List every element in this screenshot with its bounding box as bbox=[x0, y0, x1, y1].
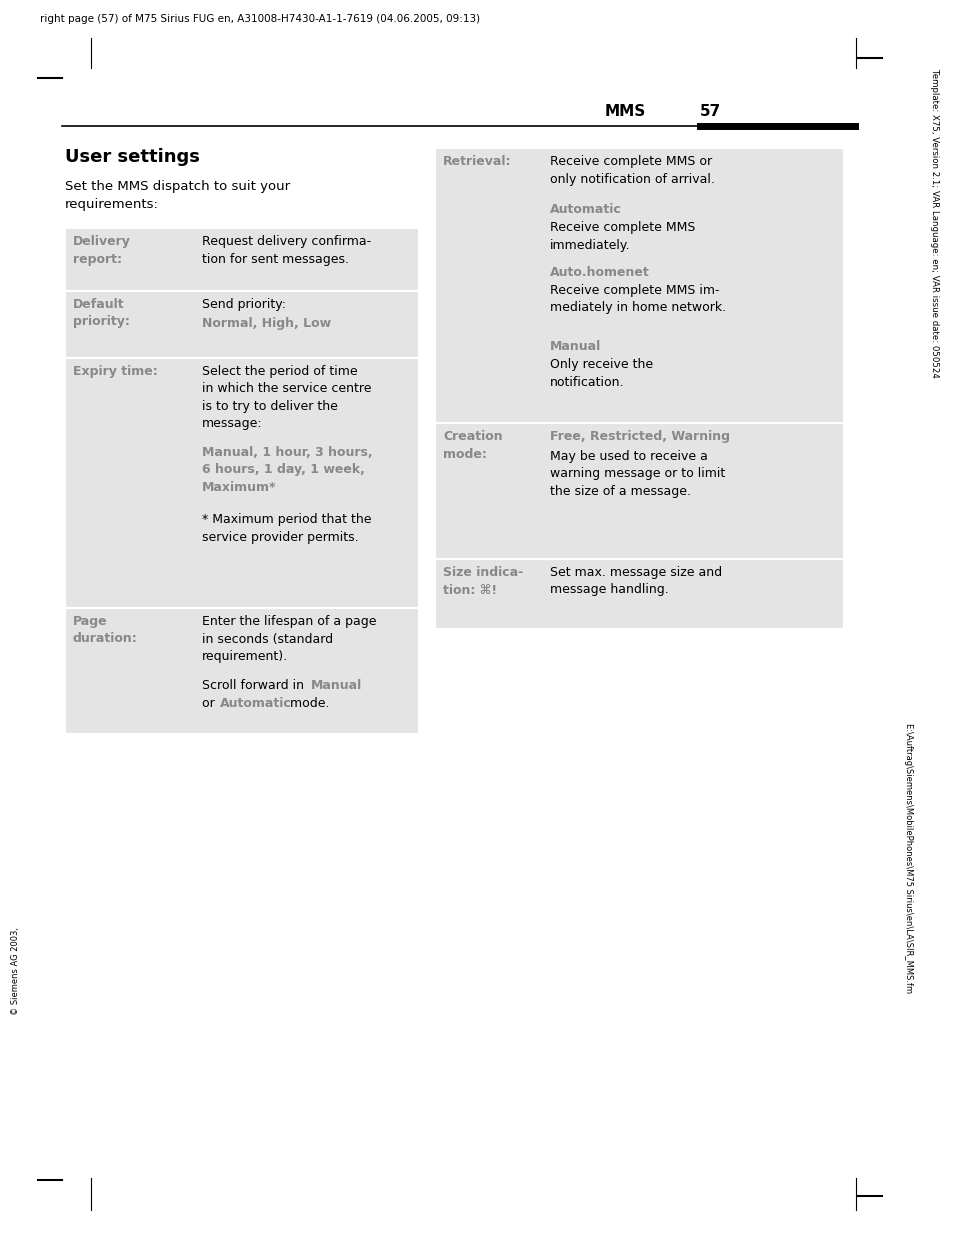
Text: Set the MMS dispatch to suit your
requirements:: Set the MMS dispatch to suit your requir… bbox=[65, 179, 290, 211]
Text: Send priority:: Send priority: bbox=[202, 298, 286, 312]
Text: Automatic: Automatic bbox=[220, 697, 292, 710]
Bar bbox=[435, 422, 842, 558]
Text: © Siemens AG 2003,: © Siemens AG 2003, bbox=[11, 927, 20, 1015]
Text: Delivery
report:: Delivery report: bbox=[73, 235, 131, 265]
Text: * Maximum period that the
service provider permits.: * Maximum period that the service provid… bbox=[202, 513, 371, 543]
Bar bbox=[435, 148, 842, 422]
Text: or: or bbox=[202, 697, 218, 710]
Text: MMS: MMS bbox=[604, 103, 645, 120]
Text: Default
priority:: Default priority: bbox=[73, 298, 130, 329]
Bar bbox=[65, 228, 417, 290]
Bar bbox=[65, 608, 417, 733]
Bar bbox=[65, 358, 417, 607]
Text: Enter the lifespan of a page
in seconds (standard
requirement).: Enter the lifespan of a page in seconds … bbox=[202, 616, 376, 663]
Text: Manual: Manual bbox=[550, 340, 600, 353]
Text: Manual: Manual bbox=[311, 679, 362, 692]
Text: Receive complete MMS im-
mediately in home network.: Receive complete MMS im- mediately in ho… bbox=[550, 284, 725, 314]
Text: User settings: User settings bbox=[65, 148, 200, 166]
Text: mode.: mode. bbox=[286, 697, 329, 710]
Text: Only receive the
notification.: Only receive the notification. bbox=[550, 358, 653, 389]
Text: Retrieval:: Retrieval: bbox=[442, 155, 511, 168]
Text: Page
duration:: Page duration: bbox=[73, 616, 137, 645]
Text: right page (57) of M75 Sirius FUG en, A31008-H7430-A1-1-7619 (04.06.2005, 09:13): right page (57) of M75 Sirius FUG en, A3… bbox=[40, 14, 479, 24]
Text: Select the period of time
in which the service centre
is to try to deliver the
m: Select the period of time in which the s… bbox=[202, 365, 371, 431]
Text: Manual, 1 hour, 3 hours,
6 hours, 1 day, 1 week,
Maximum*: Manual, 1 hour, 3 hours, 6 hours, 1 day,… bbox=[202, 446, 373, 493]
Text: Scroll forward in: Scroll forward in bbox=[202, 679, 308, 692]
Text: Template: X75, Version 2.1; VAR Language: en; VAR issue date: 050524: Template: X75, Version 2.1; VAR Language… bbox=[929, 69, 938, 378]
Bar bbox=[435, 559, 842, 628]
Text: Normal, High, Low: Normal, High, Low bbox=[202, 316, 331, 330]
Text: Receive complete MMS
immediately.: Receive complete MMS immediately. bbox=[550, 221, 695, 252]
Text: 57: 57 bbox=[700, 103, 720, 120]
Text: May be used to receive a
warning message or to limit
the size of a message.: May be used to receive a warning message… bbox=[550, 450, 724, 498]
Text: Size indica-
tion: ⌘!: Size indica- tion: ⌘! bbox=[442, 566, 522, 597]
Text: Receive complete MMS or
only notification of arrival.: Receive complete MMS or only notificatio… bbox=[550, 155, 714, 186]
Text: Free, Restricted, Warning: Free, Restricted, Warning bbox=[550, 430, 729, 444]
Text: Auto.homenet: Auto.homenet bbox=[550, 265, 649, 279]
Text: Creation
mode:: Creation mode: bbox=[442, 430, 502, 461]
Text: E:\Auftrag\Siemens\MobilePhones\M75 Sirius\en\LA\SIR_MMS.fm: E:\Auftrag\Siemens\MobilePhones\M75 Siri… bbox=[903, 723, 912, 993]
Bar bbox=[65, 292, 417, 358]
Text: Expiry time:: Expiry time: bbox=[73, 365, 157, 378]
Text: Request delivery confirma-
tion for sent messages.: Request delivery confirma- tion for sent… bbox=[202, 235, 371, 265]
Text: Automatic: Automatic bbox=[550, 203, 621, 216]
Text: Set max. message size and
message handling.: Set max. message size and message handli… bbox=[550, 566, 721, 597]
